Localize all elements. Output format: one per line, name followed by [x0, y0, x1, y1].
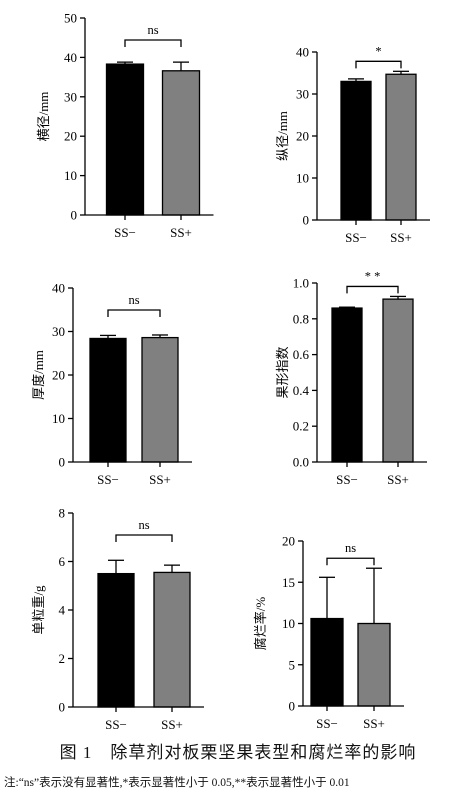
y-tick-label: 0	[59, 455, 66, 470]
bar-ss-minus	[331, 307, 363, 463]
y-tick-label: 1.0	[293, 276, 309, 291]
significance-bracket	[355, 60, 402, 69]
significance-label: * *	[365, 269, 381, 283]
y-tick-label: 30	[64, 89, 77, 104]
y-tick-label: 20	[282, 534, 295, 549]
x-tick-label: SS+	[149, 472, 171, 487]
significance-label: ns	[345, 541, 356, 555]
x-tick-label: SS+	[161, 717, 183, 732]
y-tick-label: 8	[59, 506, 66, 521]
x-tick-label: SS−	[105, 717, 127, 732]
chart-panel-1: 0 10 20 30 40 50 SS− SS+ 横径/mm ns	[36, 11, 214, 240]
y-tick-label: 0	[59, 700, 66, 715]
y-tick-label: 10	[296, 171, 309, 186]
chart-panel-4: 0.0 0.2 0.4 0.6 0.8 1.0 SS− SS+ 果形指数 * *	[275, 269, 427, 487]
bar-ss-plus	[141, 336, 179, 463]
y-tick-label: 0.4	[293, 383, 310, 398]
y-tick-label: 20	[64, 129, 77, 144]
y-tick-label: 30	[52, 324, 65, 339]
y-tick-label: 0.0	[293, 455, 309, 470]
bar-ss-minus	[340, 80, 372, 221]
bar-ss-plus	[385, 73, 417, 221]
chart-panel-6: 0 5 10 15 20 SS− SS+ 腐烂率/% ns	[253, 534, 404, 731]
y-tick-label: 50	[64, 11, 77, 26]
bar-ss-minus	[97, 572, 135, 708]
y-tick-label: 0.8	[293, 311, 309, 326]
y-tick-label: 15	[282, 575, 295, 590]
y-axis-label: 横径/mm	[36, 92, 51, 142]
y-tick-label: 10	[52, 411, 65, 426]
chart-panel-5: 0 2 4 6 8 SS− SS+ 单粒重/g ns	[31, 506, 204, 732]
bar-ss-plus	[382, 298, 414, 463]
x-tick-label: SS−	[336, 472, 358, 487]
x-tick-label: SS−	[97, 472, 119, 487]
y-tick-label: 6	[59, 554, 66, 569]
significance-bracket	[346, 285, 399, 294]
bar-ss-minus	[105, 63, 145, 216]
significance-bracket	[326, 557, 375, 566]
significance-label: ns	[138, 518, 149, 532]
y-tick-label: 10	[282, 616, 295, 631]
bar-ss-plus	[153, 571, 191, 708]
figure-caption: 图 1 除草剂对板栗坚果表型和腐烂率的影响	[59, 743, 417, 762]
chart-panel-3: 0 10 20 30 40 SS− SS+ 厚度/mm ns	[31, 281, 192, 487]
y-tick-label: 0	[289, 699, 296, 714]
x-tick-label: SS−	[316, 716, 338, 731]
x-tick-label: SS+	[363, 716, 385, 731]
y-axis-label: 单粒重/g	[31, 585, 46, 635]
y-tick-label: 5	[289, 657, 296, 672]
significance-label: ns	[128, 293, 139, 307]
y-tick-label: 20	[52, 368, 65, 383]
y-tick-label: 2	[59, 651, 66, 666]
y-tick-label: 40	[52, 281, 65, 296]
y-tick-label: 30	[296, 87, 309, 102]
y-axis-label: 厚度/mm	[31, 350, 46, 400]
x-tick-label: SS+	[170, 225, 192, 240]
significance-bracket	[124, 39, 182, 47]
figure-note: 注:“ns”表示没有显著性,*表示显著性小于 0.05,**表示显著性小于 0.…	[4, 777, 350, 789]
bar-ss-plus	[357, 622, 391, 707]
significance-label: ns	[147, 23, 158, 37]
bar-ss-minus	[89, 337, 127, 463]
y-axis-label: 果形指数	[275, 346, 290, 398]
significance-label: *	[375, 44, 381, 58]
x-tick-label: SS+	[390, 230, 412, 245]
y-tick-label: 0.2	[293, 419, 309, 434]
x-tick-label: SS+	[387, 472, 409, 487]
y-tick-label: 20	[296, 129, 309, 144]
y-tick-label: 0	[303, 213, 310, 228]
x-tick-label: SS−	[345, 230, 367, 245]
y-tick-label: 10	[64, 168, 77, 183]
bar-ss-plus	[161, 70, 201, 216]
y-tick-label: 40	[296, 45, 309, 60]
y-tick-label: 4	[59, 603, 66, 618]
chart-panel-2: 0 10 20 30 40 SS− SS+ 纵径/mm *	[275, 44, 430, 245]
bar-ss-minus	[310, 617, 344, 707]
significance-bracket	[115, 534, 173, 542]
y-tick-label: 0.6	[293, 347, 310, 362]
y-axis-label: 腐烂率/%	[253, 597, 268, 651]
y-axis-label: 纵径/mm	[275, 111, 290, 161]
significance-bracket	[107, 309, 161, 317]
y-tick-label: 0	[71, 208, 78, 223]
x-tick-label: SS−	[114, 225, 136, 240]
y-tick-label: 40	[64, 50, 77, 65]
